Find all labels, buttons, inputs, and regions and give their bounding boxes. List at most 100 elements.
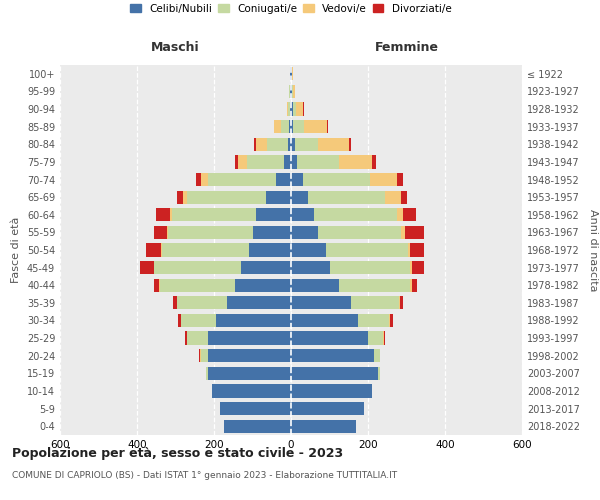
Bar (241, 261, 291, 274)
Bar (358, 314, 389, 327)
Bar (293, 102, 296, 116)
Bar (291, 173, 302, 186)
Bar (296, 102, 304, 116)
Bar (178, 296, 227, 310)
Bar (185, 332, 187, 344)
Bar (329, 261, 410, 274)
Bar (291, 85, 292, 98)
Bar (183, 190, 187, 204)
Bar (291, 349, 374, 362)
Bar (288, 102, 290, 116)
Bar (410, 244, 424, 256)
Bar (290, 85, 291, 98)
Bar (160, 278, 235, 292)
Bar (154, 261, 241, 274)
Bar (289, 85, 290, 98)
Bar (178, 190, 183, 204)
Bar (140, 261, 154, 274)
Bar (291, 420, 356, 433)
Bar (403, 208, 416, 222)
Bar (208, 366, 291, 380)
Bar (167, 226, 168, 239)
Bar (275, 173, 291, 186)
Bar (220, 402, 291, 415)
Bar (291, 278, 339, 292)
Bar (350, 296, 399, 310)
Bar (254, 138, 256, 151)
Bar (267, 138, 288, 151)
Legend: Celibi/Nubili, Coniugati/e, Vedovi/e, Divorziati/e: Celibi/Nubili, Coniugati/e, Vedovi/e, Di… (130, 4, 452, 14)
Bar (161, 244, 162, 256)
Bar (401, 190, 407, 204)
Bar (227, 296, 291, 310)
Bar (318, 138, 349, 151)
Bar (154, 226, 167, 239)
Y-axis label: Fasce di età: Fasce di età (11, 217, 21, 283)
Bar (339, 156, 372, 168)
Bar (308, 190, 385, 204)
Bar (291, 261, 329, 274)
Bar (397, 208, 403, 222)
Bar (256, 208, 291, 222)
Bar (409, 244, 410, 256)
Bar (291, 314, 358, 327)
Bar (370, 173, 397, 186)
Bar (412, 261, 424, 274)
Bar (289, 120, 291, 134)
Bar (314, 208, 397, 222)
Bar (172, 208, 256, 222)
Bar (291, 208, 314, 222)
Bar (199, 349, 200, 362)
Bar (293, 120, 304, 134)
Bar (256, 138, 267, 151)
Bar (284, 156, 291, 168)
Bar (200, 173, 208, 186)
Bar (187, 190, 266, 204)
Text: Femmine: Femmine (374, 42, 439, 54)
Bar (292, 85, 293, 98)
Bar (291, 67, 292, 80)
Bar (291, 384, 372, 398)
Bar (146, 244, 161, 256)
Bar (293, 85, 295, 98)
Bar (389, 314, 392, 327)
Bar (187, 332, 208, 344)
Bar (291, 120, 293, 134)
Bar (168, 226, 253, 239)
Bar (170, 208, 172, 222)
Bar (248, 244, 291, 256)
Text: COMUNE DI CAPRIOLO (BS) - Dati ISTAT 1° gennaio 2023 - Elaborazione TUTTITALIA.I: COMUNE DI CAPRIOLO (BS) - Dati ISTAT 1° … (12, 470, 397, 480)
Bar (247, 156, 284, 168)
Bar (291, 366, 377, 380)
Bar (154, 278, 160, 292)
Bar (318, 226, 401, 239)
Bar (266, 190, 291, 204)
Bar (401, 226, 404, 239)
Bar (400, 296, 403, 310)
Bar (290, 67, 291, 80)
Bar (212, 384, 291, 398)
Text: Popolazione per età, sesso e stato civile - 2023: Popolazione per età, sesso e stato civil… (12, 448, 343, 460)
Bar (397, 173, 403, 186)
Bar (235, 156, 238, 168)
Bar (410, 278, 412, 292)
Bar (238, 156, 247, 168)
Bar (385, 190, 401, 204)
Bar (368, 332, 383, 344)
Bar (399, 296, 400, 310)
Bar (291, 156, 297, 168)
Bar (200, 349, 208, 362)
Bar (326, 244, 409, 256)
Bar (274, 120, 281, 134)
Bar (295, 138, 318, 151)
Bar (162, 244, 248, 256)
Bar (291, 402, 364, 415)
Bar (206, 366, 208, 380)
Bar (412, 278, 417, 292)
Bar (291, 138, 295, 151)
Bar (181, 314, 216, 327)
Bar (291, 102, 293, 116)
Bar (327, 120, 328, 134)
Bar (304, 120, 327, 134)
Bar (178, 314, 181, 327)
